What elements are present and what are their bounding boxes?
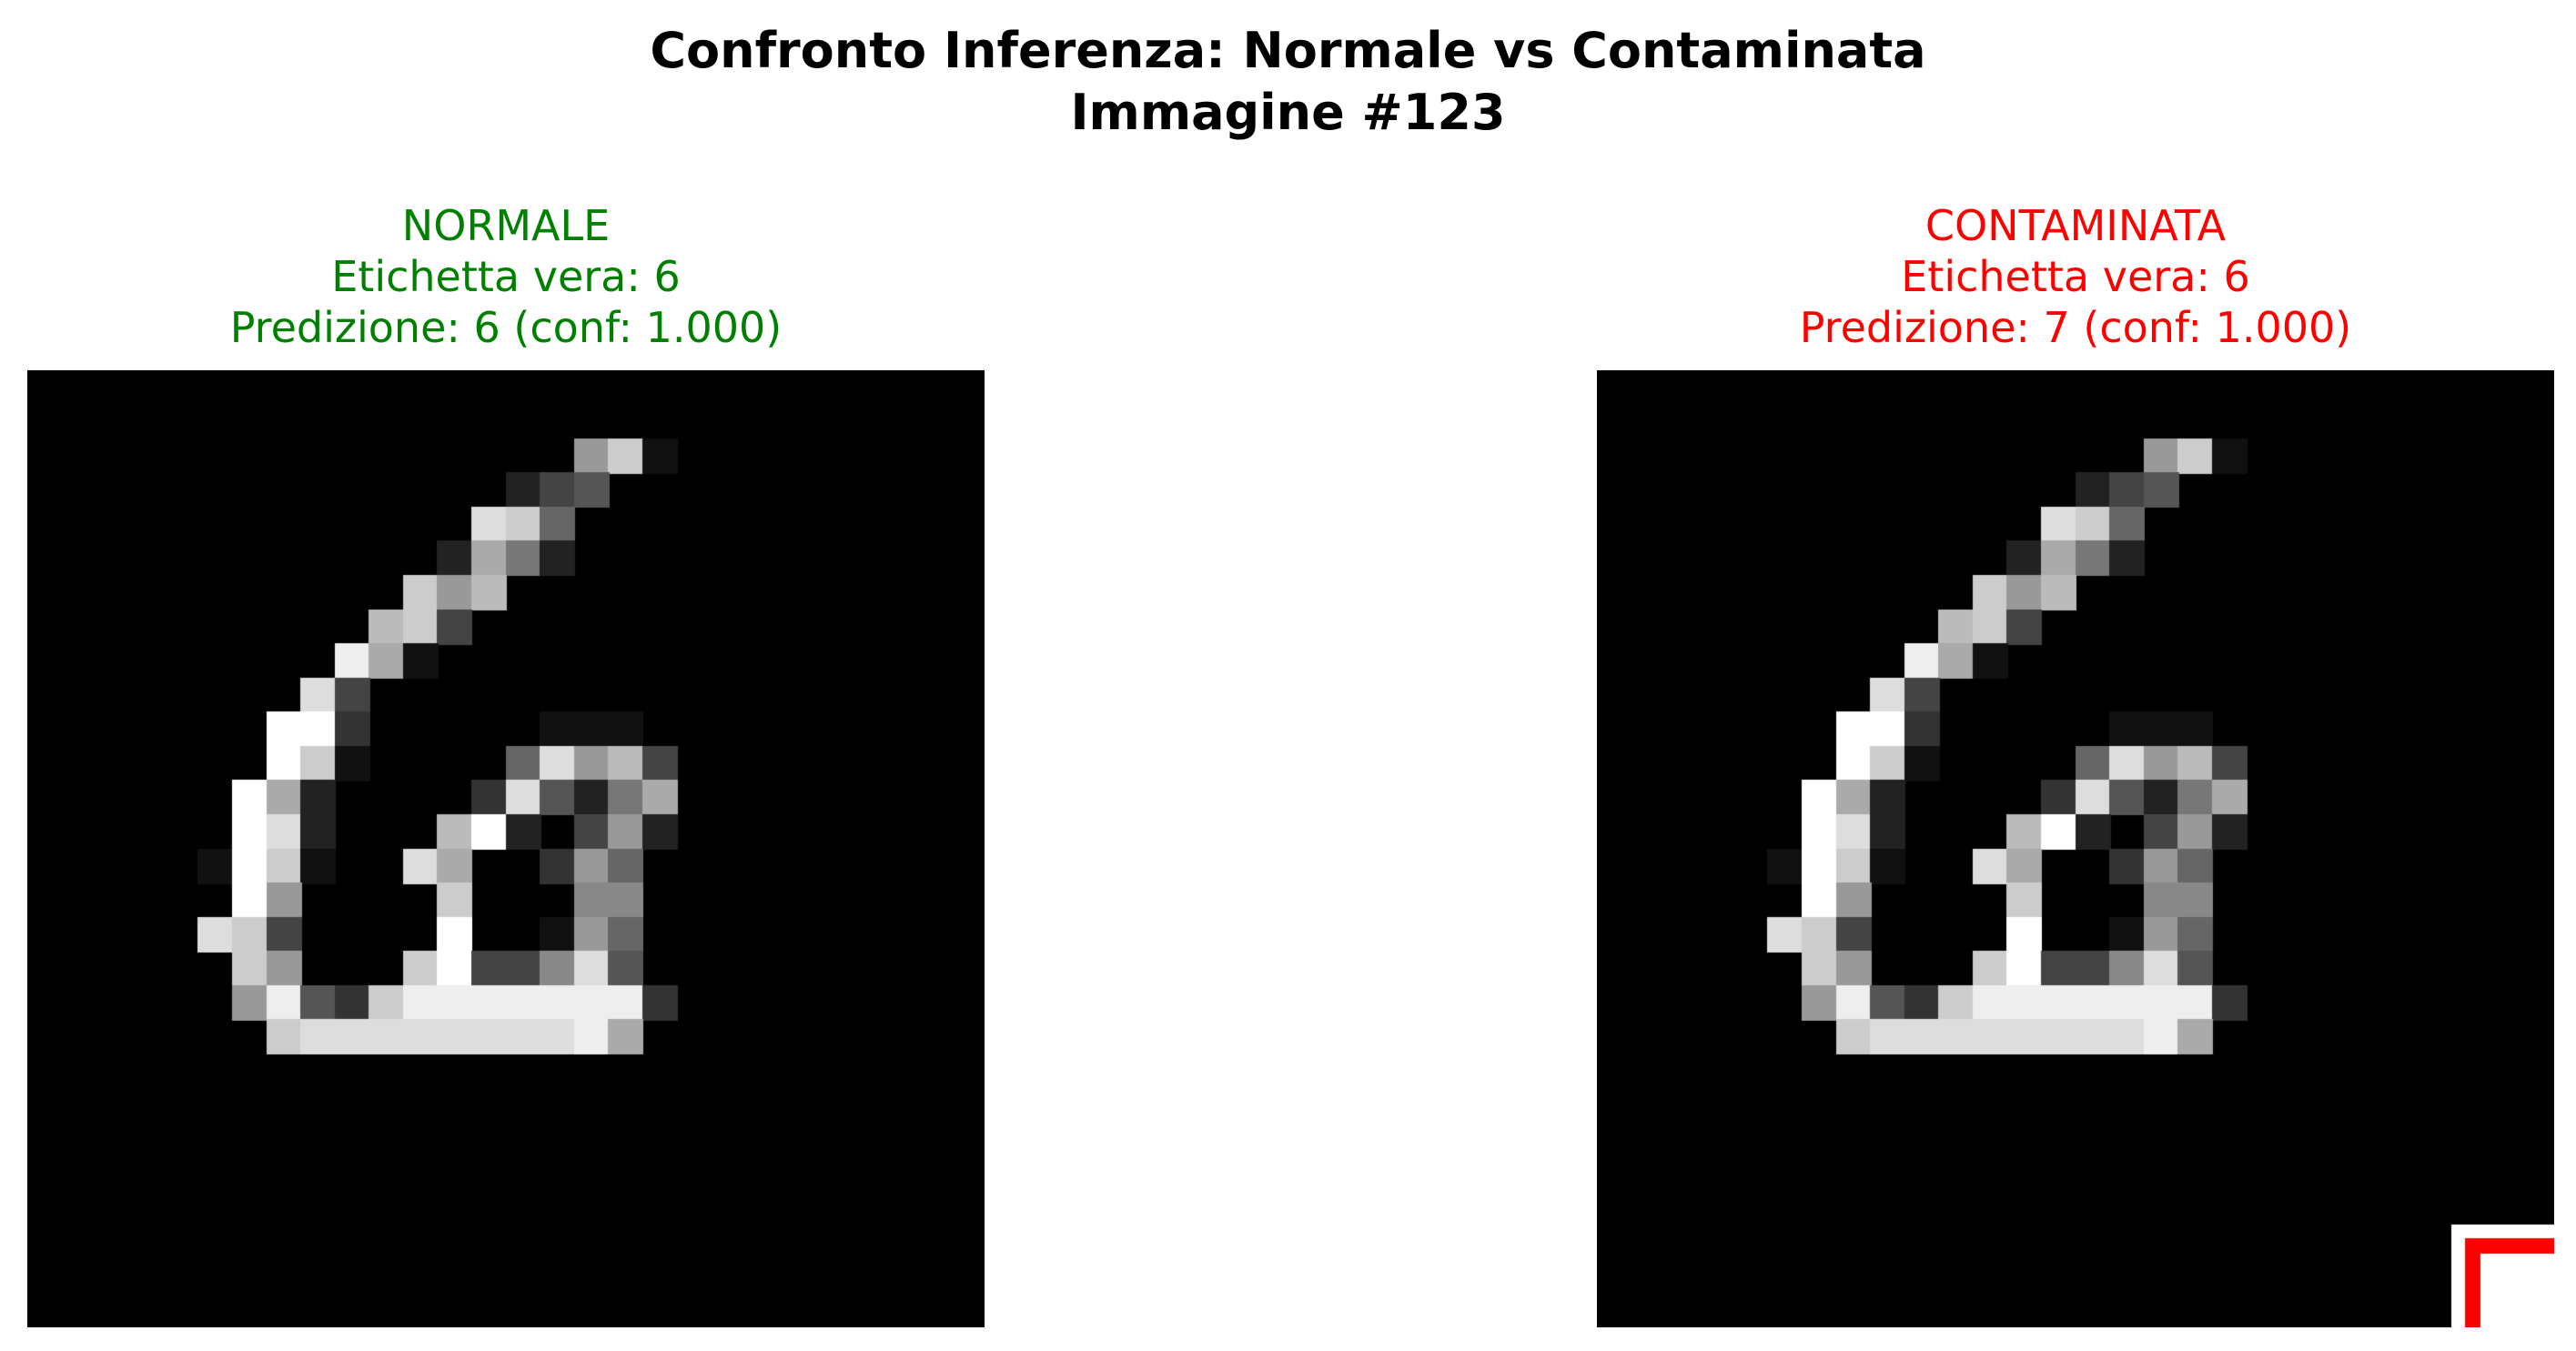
- normal-panel-true-label: Etichetta vera: 6: [331, 252, 681, 301]
- normal-panel-label: NORMALE: [401, 201, 611, 250]
- contaminated-panel-prediction: Predizione: 7 (conf: 1.000): [1799, 303, 2352, 352]
- figure-title-line-1: Confronto Inferenza: Normale vs Contamin…: [650, 22, 1926, 79]
- contaminated-panel-title: CONTAMINATA Etichetta vera: 6 Predizione…: [1597, 200, 2554, 353]
- contaminated-panel-label: CONTAMINATA: [1924, 201, 2227, 250]
- figure-title: Confronto Inferenza: Normale vs Contamin…: [0, 20, 2576, 144]
- normal-panel-prediction: Predizione: 6 (conf: 1.000): [229, 303, 783, 352]
- figure-title-line-2: Immagine #123: [1070, 84, 1506, 141]
- contaminated-digit-image: [1597, 370, 2554, 1327]
- normal-panel-title: NORMALE Etichetta vera: 6 Predizione: 6 …: [27, 200, 985, 353]
- contaminated-panel-true-label: Etichetta vera: 6: [1901, 252, 2250, 301]
- normal-digit-image: [27, 370, 985, 1327]
